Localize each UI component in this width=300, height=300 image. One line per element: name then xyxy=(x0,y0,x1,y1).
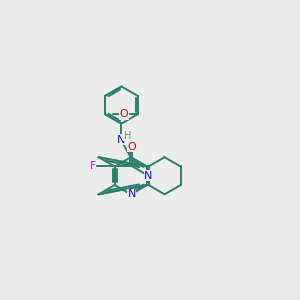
Text: H: H xyxy=(124,131,131,141)
Text: F: F xyxy=(89,161,96,172)
Text: N: N xyxy=(128,189,136,199)
Text: O: O xyxy=(119,109,128,119)
Text: O: O xyxy=(127,142,136,152)
Text: N: N xyxy=(144,171,153,181)
Text: N: N xyxy=(144,171,153,181)
Text: N: N xyxy=(117,135,125,145)
